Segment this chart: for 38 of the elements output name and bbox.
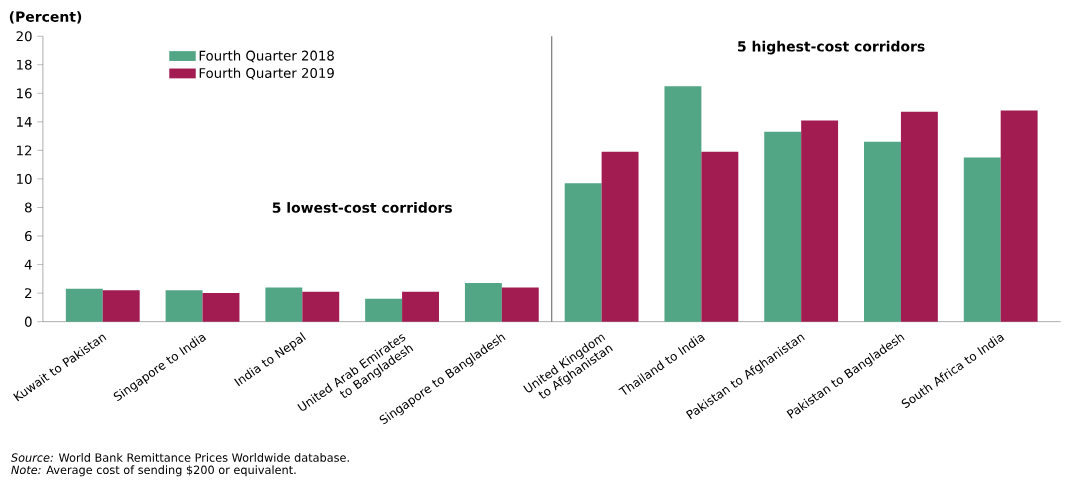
bar (165, 290, 203, 322)
bar (65, 288, 103, 322)
y-tick-label: 12 (17, 145, 32, 156)
text: Source: World Bank Remittance Prices Worldwide database. (11, 452, 349, 462)
bar (265, 287, 303, 322)
y-tick-label: 6 (25, 230, 32, 241)
bar (1000, 110, 1038, 322)
legend-label: Fourth Quarter 2018 (199, 50, 334, 62)
y-tick-label: 16 (17, 88, 32, 99)
bar (365, 298, 403, 322)
y-tick-label: 4 (24, 259, 32, 270)
bar (601, 151, 639, 322)
bar (564, 182, 602, 322)
y-tick-label: 14 (17, 116, 32, 127)
y-tick-label: 20 (16, 30, 32, 42)
bar (464, 282, 502, 322)
bar (963, 157, 1001, 322)
bar (202, 292, 240, 322)
bar (402, 291, 439, 322)
bar (801, 120, 839, 322)
bar (501, 287, 539, 322)
text: Note: Average cost of sending $200 or equivalent. (11, 465, 296, 477)
bar (102, 290, 140, 322)
y-tick-label: 8 (24, 202, 32, 213)
y-tick-label: 18 (17, 59, 32, 70)
bar (701, 151, 739, 322)
annotation: 5 highest-cost corridors (738, 40, 925, 55)
y-tick-label: 10 (17, 173, 32, 184)
bar (664, 85, 702, 322)
annotation: 5 lowest-cost corridors (272, 201, 452, 213)
bar (864, 141, 901, 322)
y-axis-title: (Percent) (9, 10, 82, 24)
y-tick-label: 0 (24, 316, 32, 327)
bar (764, 131, 802, 322)
bar (900, 111, 938, 322)
y-tick-label: 2 (25, 287, 32, 298)
bar (302, 291, 340, 322)
legend-label: Fourth Quarter 2019 (199, 67, 334, 80)
